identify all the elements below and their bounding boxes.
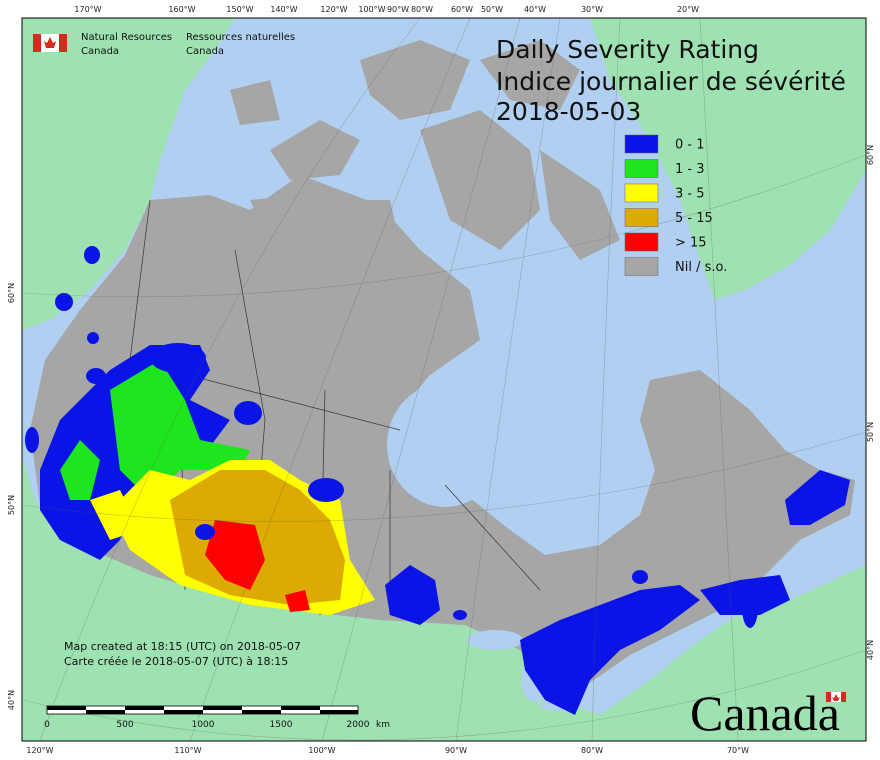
lon-label: 20°W: [677, 5, 699, 14]
title: Daily Severity Rating Indice journalier …: [496, 35, 846, 126]
legend-swatch: [624, 159, 659, 178]
lon-label: 70°W: [727, 746, 749, 755]
graticule-left: 60°N 50°N 40°N: [7, 283, 16, 710]
lon-label: 90°W: [445, 746, 467, 755]
lat-label: 50°N: [7, 495, 16, 515]
lon-label: 80°W: [581, 746, 603, 755]
legend-swatch: [624, 257, 659, 276]
scale-tick: 500: [116, 720, 133, 730]
map-note: Map created at 18:15 (UTC) on 2018-05-07…: [64, 640, 301, 668]
map-frame: [21, 17, 867, 742]
lon-label: 90°W: [387, 5, 409, 14]
lon-label: 50°W: [481, 5, 503, 14]
legend-label: 0 - 1: [675, 138, 705, 153]
legend-swatch: [624, 232, 659, 252]
lon-label: 150°W: [226, 5, 253, 14]
legend-label: Nil / s.o.: [675, 260, 727, 275]
lon-label: 120°W: [26, 746, 53, 755]
lon-label: 80°W: [411, 5, 433, 14]
legend-swatch: [624, 134, 659, 154]
lon-label: 160°W: [168, 5, 195, 14]
lon-label: 100°W: [308, 746, 335, 755]
title-date: 2018-05-03: [496, 97, 641, 126]
legend: 0 - 1 1 - 3 3 - 5 5 - 15 > 15 Nil / s.o.: [624, 134, 727, 276]
org-fr: Canada: [186, 46, 224, 57]
graticule-right: 60°N 50°N 40°N: [866, 145, 875, 660]
lat-label: 50°N: [866, 422, 875, 442]
scale-tick: 0: [44, 720, 50, 730]
scale-bar: 0 500 1000 1500 2000 km: [44, 705, 390, 730]
graticule-bottom: 120°W 110°W 100°W 90°W 80°W 70°W: [26, 746, 749, 755]
canada-wordmark: Canada: [690, 685, 846, 741]
lat-label: 40°N: [866, 640, 875, 660]
legend-swatch: [624, 208, 659, 227]
title-line: Daily Severity Rating: [496, 35, 759, 64]
lon-label: 170°W: [74, 5, 101, 14]
scale-tick: 2000: [347, 720, 370, 730]
scale-unit: km: [376, 720, 390, 730]
lon-label: 30°W: [581, 5, 603, 14]
nrcan-signature: Natural Resources Canada Ressources natu…: [33, 32, 295, 57]
lon-label: 140°W: [270, 5, 297, 14]
lon-label: 60°W: [451, 5, 473, 14]
legend-label: 5 - 15: [675, 211, 713, 226]
legend-label: > 15: [675, 236, 707, 251]
lat-label: 60°N: [866, 145, 875, 165]
lon-label: 110°W: [174, 746, 201, 755]
legend-label: 3 - 5: [675, 187, 705, 202]
note-line: Map created at 18:15 (UTC) on 2018-05-07: [64, 640, 301, 653]
legend-swatch: [624, 183, 659, 203]
note-line: Carte créée le 2018-05-07 (UTC) à 18:15: [64, 655, 288, 668]
legend-label: 1 - 3: [675, 162, 705, 177]
title-line: Indice journalier de sévérité: [496, 67, 846, 96]
lon-label: 40°W: [524, 5, 546, 14]
lon-label: 120°W: [320, 5, 347, 14]
org-en: Natural Resources: [81, 32, 172, 43]
org-fr: Ressources naturelles: [186, 32, 295, 43]
lat-label: 40°N: [7, 690, 16, 710]
wordmark: Canada: [690, 685, 840, 741]
graticule-top: 170°W 160°W 150°W 140°W 120°W 100°W 90°W…: [74, 5, 699, 14]
lat-label: 60°N: [7, 283, 16, 303]
org-en: Canada: [81, 46, 119, 57]
scale-tick: 1000: [192, 720, 215, 730]
scale-tick: 1500: [270, 720, 293, 730]
lon-label: 100°W: [358, 5, 385, 14]
